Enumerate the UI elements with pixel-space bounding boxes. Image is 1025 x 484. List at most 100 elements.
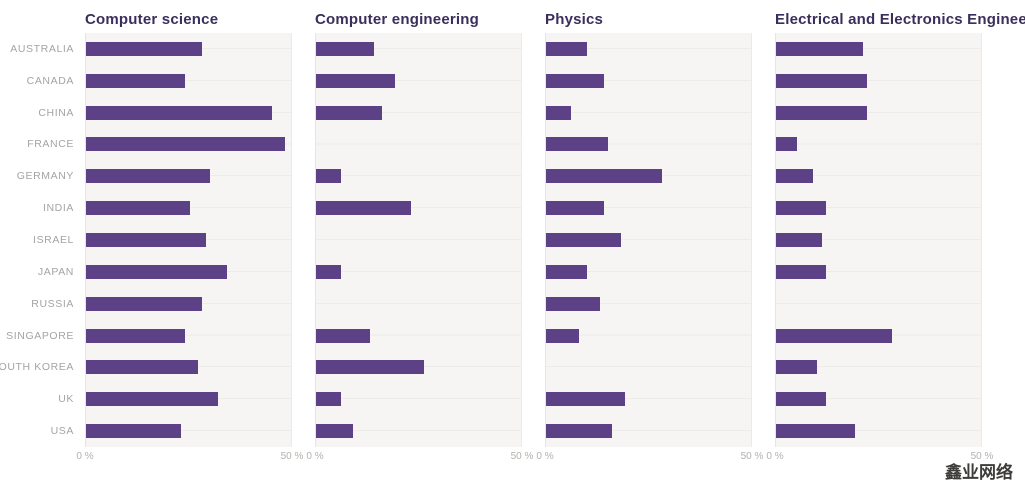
bar-row: [546, 33, 751, 65]
bar: [86, 73, 186, 88]
bar: [776, 73, 868, 88]
category-row: FRANCE: [0, 129, 80, 161]
bar: [86, 232, 207, 247]
category-label: ISRAEL: [33, 233, 74, 246]
category-labels-column: AUSTRALIA CANADA CHINA FRANCE GERMANY INDIA IS…: [0, 33, 80, 447]
bar: [546, 105, 571, 120]
bar-row: [86, 128, 291, 161]
bar-row: [86, 287, 291, 320]
plot-area: [85, 33, 292, 447]
bar: [546, 201, 604, 216]
bar-row: [316, 351, 521, 384]
bar: [316, 105, 383, 120]
bar-row: [86, 415, 291, 447]
bar: [86, 360, 198, 375]
category-row: SINGAPORE: [0, 320, 80, 352]
bar: [546, 392, 625, 407]
category-row: USA: [0, 415, 80, 447]
bar: [776, 169, 814, 184]
bar-row: [776, 351, 981, 384]
bar: [546, 137, 609, 152]
bar: [316, 360, 424, 375]
bar-row: [86, 33, 291, 65]
bar-row: [316, 64, 521, 97]
bar-row: [86, 255, 291, 288]
bar-row: [546, 287, 751, 320]
bar-row: [86, 96, 291, 129]
bar: [776, 328, 892, 343]
category-label: JAPAN: [37, 265, 74, 278]
bar-row: [316, 255, 521, 288]
panel-title: Electrical and Electronics Engineering: [775, 11, 1025, 28]
bar-row: [316, 33, 521, 65]
bar: [546, 296, 600, 311]
bar: [86, 105, 273, 120]
bar: [86, 201, 190, 216]
category-row: RUSSIA: [0, 288, 80, 320]
category-label: SOUTH KOREA: [0, 361, 74, 374]
bar-row: [316, 224, 521, 256]
bar: [546, 232, 621, 247]
category-label: SINGAPORE: [6, 329, 74, 342]
bar-row: [776, 192, 981, 225]
category-label: USA: [50, 425, 74, 438]
bar-row: [86, 64, 291, 97]
bar-row: [86, 383, 291, 416]
bar-row: [546, 415, 751, 447]
bar: [86, 424, 182, 439]
bar: [776, 201, 826, 216]
x-axis-tick: 50 %: [510, 451, 534, 462]
panel-title: Computer engineering: [315, 11, 480, 28]
bar: [316, 201, 412, 216]
x-axis-tick: 0 %: [306, 451, 324, 462]
bar-row: [86, 351, 291, 384]
category-label: INDIA: [42, 202, 74, 215]
bar: [546, 169, 662, 184]
bar-row: [316, 128, 521, 161]
bar-row: [316, 160, 521, 193]
bar: [316, 424, 354, 439]
category-row: JAPAN: [0, 256, 80, 288]
category-label: FRANCE: [27, 138, 74, 151]
bar-row: [86, 160, 291, 193]
x-axis-tick: 50 %: [970, 451, 994, 462]
bar-row: [316, 287, 521, 320]
bar-row: [86, 192, 291, 225]
bar-row: [316, 319, 521, 352]
bar: [776, 232, 822, 247]
bar-row: [776, 128, 981, 161]
bar: [86, 328, 186, 343]
bar-row: [316, 192, 521, 225]
bar-row: [776, 383, 981, 416]
category-row: CANADA: [0, 65, 80, 97]
x-axis-tick: 50 %: [280, 451, 304, 462]
bar-row: [776, 319, 981, 352]
category-label: AUSTRALIA: [10, 42, 74, 55]
panel-title: Physics: [545, 11, 604, 28]
bar-row: [86, 224, 291, 256]
bar: [86, 392, 219, 407]
bar-row: [776, 224, 981, 256]
bar-row: [546, 224, 751, 256]
bar: [546, 328, 580, 343]
bar: [546, 41, 588, 56]
bar-row: [776, 160, 981, 193]
panel-title: Computer science: [85, 11, 219, 28]
bar-row: [316, 383, 521, 416]
bar: [776, 137, 797, 152]
x-axis-tick: 50 %: [740, 451, 764, 462]
plot-area: [315, 33, 522, 447]
bar-row: [776, 33, 981, 65]
plot-area: [545, 33, 752, 447]
bar: [86, 264, 227, 279]
bar-row: [86, 319, 291, 352]
bar-row: [546, 351, 751, 384]
bar: [316, 264, 341, 279]
bar: [86, 137, 285, 152]
plot-area: [775, 33, 982, 447]
bar: [776, 360, 818, 375]
bar-row: [546, 96, 751, 129]
x-axis-tick: 0 %: [76, 451, 94, 462]
category-label: CANADA: [26, 74, 74, 87]
bar: [316, 328, 370, 343]
